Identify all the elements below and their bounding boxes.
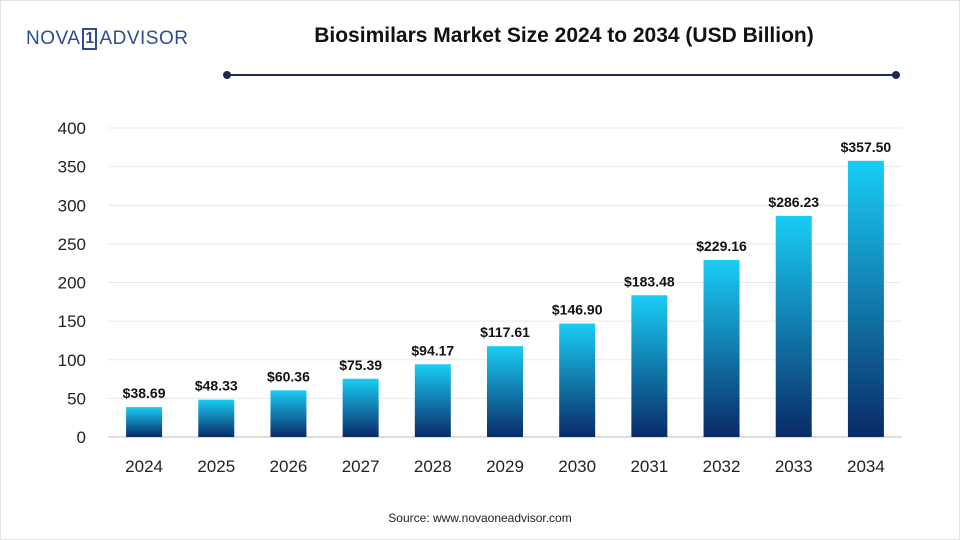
bar-2033 (775, 215, 812, 437)
bar-value-label: $38.69 (123, 385, 166, 401)
brand-logo-text-1: NOVA (26, 28, 81, 49)
bar-2025 (198, 399, 235, 437)
brand-logo-box: 1 (82, 28, 98, 50)
bar-value-label: $94.17 (411, 342, 454, 358)
bar-2034 (847, 160, 884, 438)
y-tick-label: 100 (58, 351, 86, 370)
bar-value-label: $60.36 (267, 368, 310, 384)
x-tick-label: 2025 (197, 457, 235, 476)
bar-value-label: $286.23 (768, 194, 819, 210)
x-tick-label: 2026 (270, 457, 308, 476)
bar-value-label: $75.39 (339, 357, 382, 373)
grid-lines (108, 127, 902, 438)
brand-logo: NOVA 1 ADVISOR (26, 27, 188, 51)
x-tick-label: 2027 (342, 457, 380, 476)
bar-2029 (487, 346, 523, 437)
y-tick-label: 300 (58, 196, 86, 215)
bar-value-labels: $38.69 $48.33 $60.36 $75.39 $94.17 $117.61 $14… (123, 139, 892, 401)
y-tick-label: 50 (67, 389, 86, 408)
y-tick-label: 150 (58, 312, 86, 331)
source-note: Source: www.novaoneadvisor.com (388, 511, 572, 525)
y-tick-label: 400 (58, 119, 86, 138)
title-underline-right-dot (892, 71, 900, 79)
x-tick-label: 2034 (847, 457, 885, 476)
bar-2030 (559, 323, 596, 437)
bar-2026 (270, 390, 307, 437)
bar-value-label: $183.48 (624, 273, 675, 289)
x-tick-label: 2031 (630, 457, 668, 476)
bar-value-label: $357.50 (841, 139, 892, 155)
x-tick-label: 2033 (775, 457, 813, 476)
y-tick-label: 350 (58, 158, 86, 177)
bar-value-label: $117.61 (480, 324, 530, 340)
chart-title: Biosimilars Market Size 2024 to 2034 (US… (314, 24, 814, 47)
x-tick-label: 2032 (703, 457, 741, 476)
bar-2027 (342, 378, 379, 437)
x-tick-label: 2029 (486, 457, 524, 476)
y-tick-label: 200 (58, 274, 86, 293)
bar-value-label: $229.16 (696, 238, 747, 254)
y-tick-label: 250 (58, 235, 86, 254)
bar-value-label: $146.90 (552, 302, 603, 318)
bar-value-label: $48.33 (195, 378, 238, 394)
bars (126, 160, 884, 438)
bar-2024 (126, 407, 163, 437)
bar-2031 (631, 295, 668, 437)
bar-2028 (414, 364, 451, 437)
x-axis-ticks: 2024 2025 2026 2027 2028 2029 2030 2031 2032 2033… (125, 457, 885, 476)
x-tick-label: 2024 (125, 457, 163, 476)
title-underline (228, 74, 898, 76)
x-tick-label: 2028 (414, 457, 452, 476)
y-axis-ticks: 0 50 100 150 200 250 300 350 400 (58, 119, 86, 447)
y-tick-label: 0 (77, 428, 86, 447)
x-tick-label: 2030 (558, 457, 596, 476)
title-underline-left-dot (223, 71, 231, 79)
brand-logo-text-2: ADVISOR (99, 28, 189, 49)
bar-2032 (703, 259, 740, 437)
